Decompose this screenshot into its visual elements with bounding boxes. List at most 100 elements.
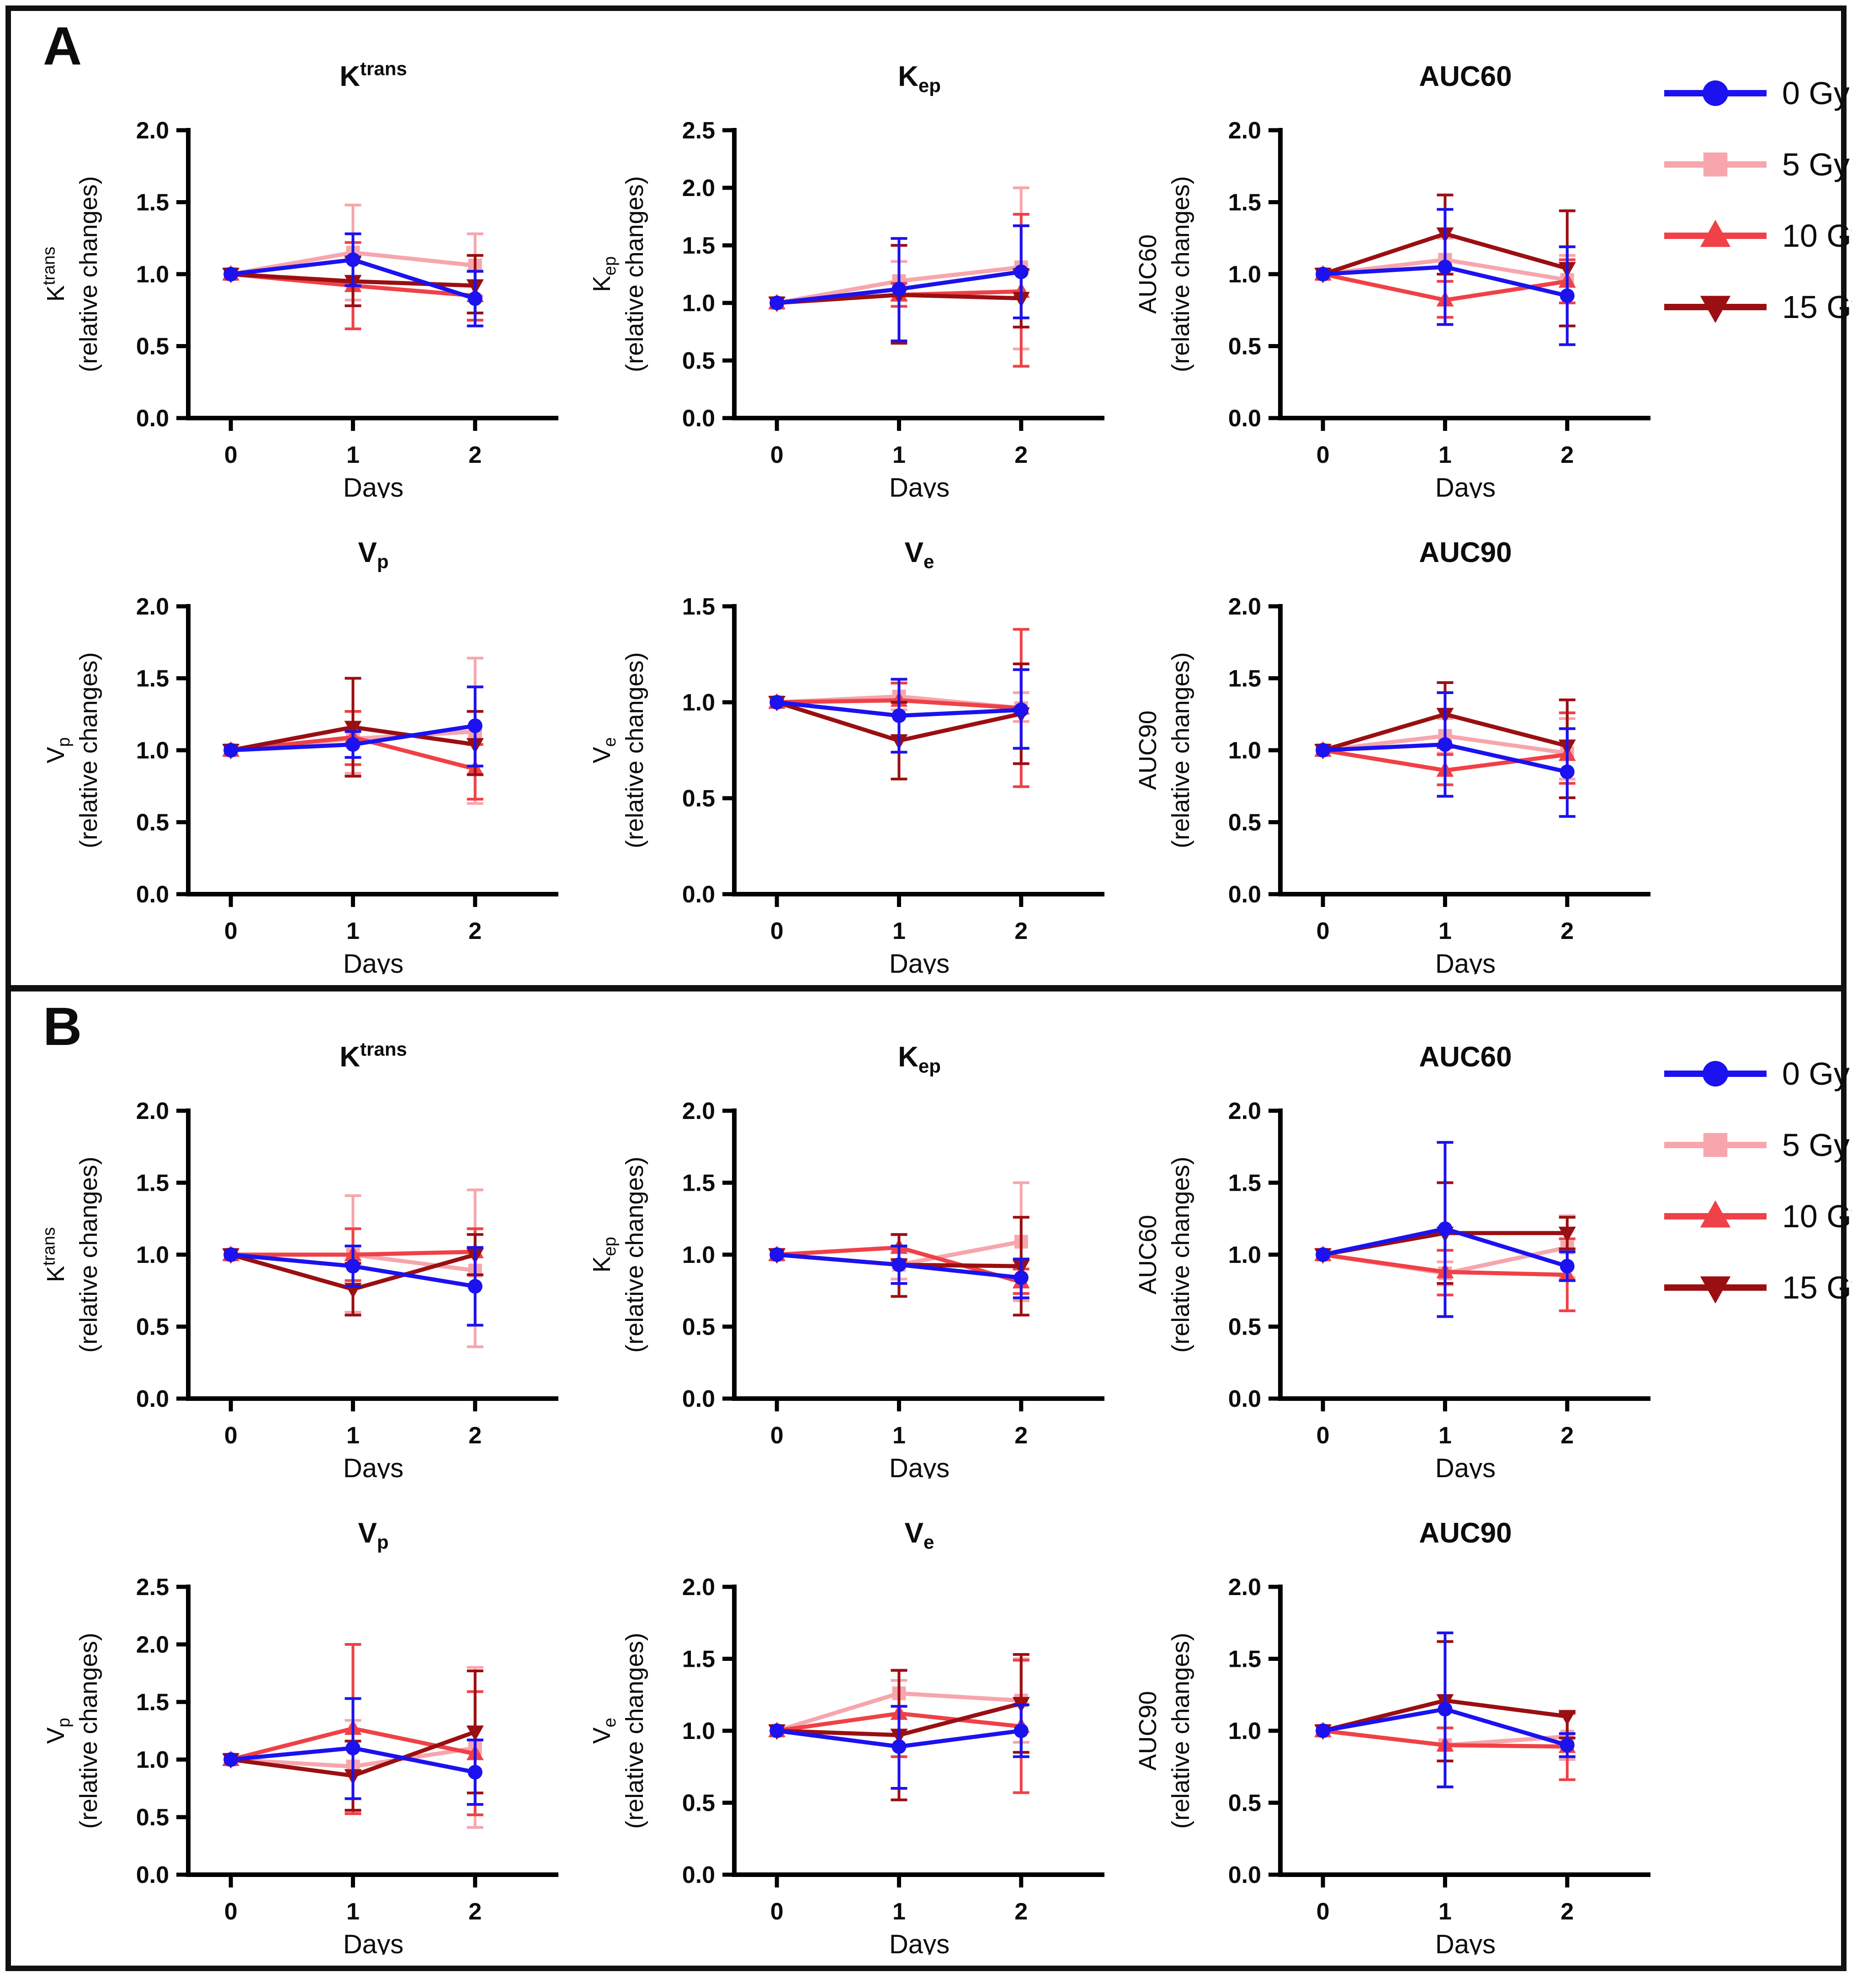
legend-label-10gy: 10 Gy (1782, 1198, 1852, 1234)
legend-item-10gy: 10 Gy (1661, 212, 1852, 260)
svg-text:2.0: 2.0 (682, 175, 715, 201)
svg-text:2: 2 (468, 1422, 482, 1449)
svg-text:0.5: 0.5 (1228, 334, 1261, 360)
svg-text:0.0: 0.0 (682, 405, 715, 432)
legend-key-0gy-icon (1661, 71, 1770, 115)
svg-text:2: 2 (1014, 1898, 1028, 1925)
svg-text:2: 2 (468, 1898, 482, 1925)
svg-text:2: 2 (1560, 442, 1574, 468)
legend-item-5gy: 5 Gy (1661, 1121, 1852, 1169)
svg-text:(relative changes): (relative changes) (1167, 1156, 1194, 1352)
svg-text:Ktrans: Ktrans (340, 58, 407, 92)
svg-text:2.0: 2.0 (1228, 117, 1261, 144)
legend-key-10gy-icon (1661, 214, 1770, 258)
legend-item-15gy: 15 Gy (1661, 283, 1852, 331)
svg-text:2.5: 2.5 (136, 1574, 169, 1601)
svg-text:0.0: 0.0 (682, 1386, 715, 1412)
svg-text:2: 2 (1014, 918, 1028, 944)
legend-key-15gy-icon (1661, 1266, 1770, 1309)
svg-text:Days: Days (343, 1930, 403, 1955)
svg-text:1.5: 1.5 (1228, 1170, 1261, 1197)
svg-text:1: 1 (892, 442, 906, 468)
svg-text:0.5: 0.5 (1228, 1790, 1261, 1817)
svg-text:0: 0 (1316, 1422, 1330, 1449)
panel-b-label: B (43, 997, 82, 1057)
svg-text:0: 0 (770, 1422, 784, 1449)
svg-text:Days: Days (889, 1453, 950, 1479)
svg-text:2.0: 2.0 (136, 1098, 169, 1124)
chart-b-ve: Ve 0.0 0.5 1.0 1.5 2.0 0 1 2 Days Ve (relative chan… (584, 1484, 1123, 1955)
svg-text:AUC90: AUC90 (1419, 1517, 1512, 1549)
legend-label-15gy: 15 Gy (1782, 1270, 1852, 1305)
svg-text:0.5: 0.5 (682, 1314, 715, 1341)
svg-text:Vp: Vp (42, 737, 74, 763)
svg-text:0.0: 0.0 (682, 1862, 715, 1888)
svg-text:0.0: 0.0 (1228, 1386, 1261, 1412)
svg-text:1.0: 1.0 (1228, 261, 1261, 288)
chart-a-auc60: AUC60 0.0 0.5 1.0 1.5 2.0 0 1 2 Days AUC60 (relativ… (1130, 27, 1669, 498)
svg-text:1.5: 1.5 (1228, 1646, 1261, 1673)
svg-text:(relative changes): (relative changes) (75, 176, 102, 372)
svg-text:1.5: 1.5 (136, 1689, 169, 1716)
svg-text:1.0: 1.0 (136, 737, 169, 764)
svg-text:(relative changes): (relative changes) (1167, 1633, 1194, 1829)
svg-text:(relative changes): (relative changes) (621, 652, 648, 848)
chart-a-ve: Ve 0.0 0.5 1.0 1.5 0 1 2 Days Ve (relative changes… (584, 504, 1123, 974)
legend-a: 0 Gy 5 Gy 10 Gy 15 Gy (1661, 69, 1852, 331)
svg-text:0.0: 0.0 (1228, 405, 1261, 432)
svg-text:(relative changes): (relative changes) (75, 652, 102, 848)
panel-a: A Ktrans 0.0 0.5 1.0 1.5 2.0 0 1 2 Days Ktrans (rel… (5, 5, 1852, 988)
svg-text:Days: Days (343, 473, 403, 498)
svg-text:(relative changes): (relative changes) (621, 1156, 648, 1352)
panel-b: B Ktrans 0.0 0.5 1.0 1.5 2.0 0 1 2 Days Ktrans (rel… (5, 988, 1852, 1971)
svg-text:1.0: 1.0 (682, 1718, 715, 1744)
svg-text:AUC90: AUC90 (1419, 537, 1512, 568)
svg-text:1.5: 1.5 (136, 666, 169, 692)
svg-text:2.0: 2.0 (136, 1632, 169, 1658)
svg-text:Kep: Kep (898, 61, 941, 96)
svg-text:1: 1 (346, 1422, 360, 1449)
legend-item-10gy: 10 Gy (1661, 1193, 1852, 1240)
panel-a-charts-grid: Ktrans 0.0 0.5 1.0 1.5 2.0 0 1 2 Days Ktrans (relat… (37, 27, 1669, 974)
svg-text:1.0: 1.0 (682, 689, 715, 716)
svg-text:1.0: 1.0 (136, 261, 169, 288)
chart-a-auc90: AUC90 0.0 0.5 1.0 1.5 2.0 0 1 2 Days AUC90 (relativ… (1130, 504, 1669, 974)
svg-text:2.5: 2.5 (682, 117, 715, 144)
svg-text:AUC60: AUC60 (1134, 1215, 1162, 1294)
svg-text:0.5: 0.5 (136, 1804, 169, 1831)
svg-text:2: 2 (1014, 1422, 1028, 1449)
panel-b-charts-grid: Ktrans 0.0 0.5 1.0 1.5 2.0 0 1 2 Days Ktrans (relat… (37, 1008, 1669, 1955)
svg-text:Days: Days (1435, 1930, 1496, 1955)
svg-text:0: 0 (770, 918, 784, 944)
legend-b: 0 Gy 5 Gy 10 Gy 15 Gy (1661, 1050, 1852, 1311)
chart-b-vp: Vp 0.0 0.5 1.0 1.5 2.0 2.5 0 1 2 Days Vp (relative c… (37, 1484, 577, 1955)
chart-a-vp: Vp 0.0 0.5 1.0 1.5 2.0 0 1 2 Days Vp (relative chan… (37, 504, 577, 974)
svg-text:1.0: 1.0 (1228, 737, 1261, 764)
svg-text:Ve: Ve (905, 1517, 934, 1553)
svg-text:1: 1 (1438, 1422, 1452, 1449)
svg-text:1: 1 (892, 918, 906, 944)
svg-text:2.0: 2.0 (1228, 1098, 1261, 1124)
svg-text:0: 0 (224, 442, 238, 468)
svg-text:(relative changes): (relative changes) (75, 1156, 102, 1352)
svg-text:AUC60: AUC60 (1419, 1041, 1512, 1073)
svg-text:0.5: 0.5 (136, 334, 169, 360)
svg-text:1: 1 (346, 442, 360, 468)
svg-text:(relative changes): (relative changes) (621, 1633, 648, 1829)
chart-b-kep: Kep 0.0 0.5 1.0 1.5 2.0 0 1 2 Days Kep (relative ch… (584, 1008, 1123, 1479)
svg-text:1.5: 1.5 (1228, 666, 1261, 692)
svg-text:0: 0 (770, 442, 784, 468)
svg-text:AUC90: AUC90 (1134, 1691, 1162, 1771)
svg-text:2: 2 (468, 918, 482, 944)
svg-text:Ktrans: Ktrans (39, 247, 69, 302)
svg-text:0.0: 0.0 (682, 881, 715, 908)
svg-text:Kep: Kep (588, 1237, 620, 1272)
svg-text:0: 0 (1316, 918, 1330, 944)
svg-text:1.5: 1.5 (682, 233, 715, 259)
svg-text:2: 2 (1014, 442, 1028, 468)
svg-text:0.5: 0.5 (682, 785, 715, 812)
svg-text:0: 0 (770, 1898, 784, 1925)
svg-text:Ve: Ve (588, 737, 620, 763)
svg-text:1.5: 1.5 (682, 1646, 715, 1673)
svg-text:AUC60: AUC60 (1134, 234, 1162, 314)
